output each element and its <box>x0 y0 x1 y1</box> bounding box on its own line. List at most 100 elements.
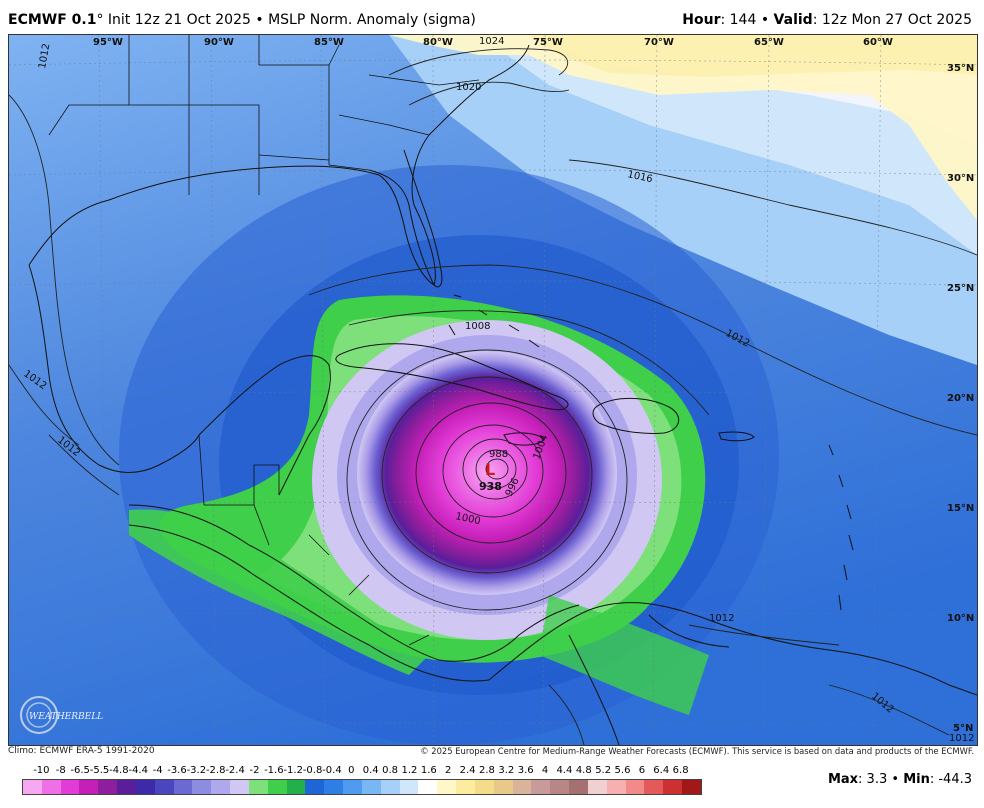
max-value: : 3.3 • <box>858 772 900 787</box>
legend-swatch <box>173 780 193 794</box>
legend-swatch <box>361 780 381 794</box>
lon-label-80w: 80°W <box>423 37 453 48</box>
legend-swatch <box>531 780 551 794</box>
map-svg: 1024 1020 1016 1012 1012 1012 1012 1012 … <box>9 35 977 745</box>
legend-swatch <box>23 780 42 794</box>
legend-swatch <box>399 780 419 794</box>
lat-label-30n: 30°N <box>947 173 974 184</box>
legend-swatch <box>644 780 664 794</box>
legend-swatch <box>60 780 80 794</box>
lon-label-70w: 70°W <box>644 37 674 48</box>
legend-tick-label: -2.8 <box>205 765 226 776</box>
lat-label-20n: 20°N <box>947 393 974 404</box>
legend-tick-label: -2 <box>249 765 260 776</box>
model-name: ECMWF 0.1 <box>8 12 97 28</box>
legend-swatch <box>117 780 136 794</box>
hour-label: Hour <box>682 12 721 28</box>
valid-value: : 12z Mon 27 Oct 2025 <box>812 12 972 28</box>
legend-tick-label: -4.8 <box>109 765 129 776</box>
isobar-label-1012-nw: 1012 <box>37 43 52 70</box>
init-time: Init 12z 21 Oct 2025 <box>107 12 251 28</box>
lat-label-10n: 10°N <box>947 613 974 624</box>
title-right: Hour: 144 • Valid: 12z Mon 27 Oct 2025 <box>682 12 972 28</box>
legend-swatch <box>587 780 607 794</box>
lat-label-5n: 5°N <box>953 723 973 734</box>
min-label: Min <box>903 772 930 787</box>
lon-label-90w: 90°W <box>204 37 234 48</box>
legend-tick-label: 5.6 <box>614 765 631 776</box>
coastlines <box>28 44 977 745</box>
lat-label-25n: 25°N <box>947 283 974 294</box>
legend-tick-label: -6.5 <box>70 765 90 776</box>
legend-tick-label: 4.4 <box>556 765 573 776</box>
climo-credit: Climo: ECMWF ERA-5 1991-2020 <box>8 746 155 756</box>
legend-swatch <box>493 780 513 794</box>
legend-swatch <box>418 780 438 794</box>
legend-tick-label: -1.2 <box>283 765 303 776</box>
legend-tick-label: -3.6 <box>167 765 187 776</box>
max-min-readout: Max: 3.3 • Min: -44.3 <box>828 772 972 787</box>
header: ECMWF 0.1° Init 12z 21 Oct 2025 • MSLP N… <box>0 0 984 34</box>
anomaly-positive-yellow <box>389 35 977 220</box>
legend-tick-label: 2.4 <box>459 765 476 776</box>
legend-swatch <box>79 780 99 794</box>
legend-swatch <box>569 780 588 794</box>
isobars <box>9 48 977 745</box>
legend-swatch <box>248 780 268 794</box>
legend-tick-label: -5.5 <box>89 765 110 776</box>
max-label: Max <box>827 772 859 787</box>
lat-label-15n: 15°N <box>947 503 974 514</box>
legend-tick-label: -1.6 <box>264 765 284 776</box>
legend-tick-label: -0.8 <box>302 765 323 776</box>
legend-tick-label: 0.8 <box>382 765 398 776</box>
legend-swatch <box>606 780 626 794</box>
isobar-label-988: 988 <box>489 449 508 460</box>
lon-label-85w: 85°W <box>314 37 344 48</box>
graticule <box>9 35 977 745</box>
legend-swatch <box>512 780 532 794</box>
legend-swatch <box>192 780 212 794</box>
legend-swatch <box>98 780 118 794</box>
legend-swatch <box>211 780 231 794</box>
logo-text: WEATHERBELL <box>29 712 103 722</box>
title-separator-2: • <box>760 12 770 28</box>
legend-swatch <box>550 780 570 794</box>
anomaly-positive-yellow-2 <box>529 35 977 77</box>
isobar-label-1000: 1000 <box>454 511 481 527</box>
legend-tick-label: -0.4 <box>322 765 342 776</box>
legend-swatch <box>154 780 174 794</box>
legend-tick-label: -2.4 <box>225 765 245 776</box>
legend-swatch <box>230 780 249 794</box>
legend-tick-label: -4.4 <box>128 765 148 776</box>
legend-tick-label: 4 <box>541 765 549 776</box>
legend-swatch <box>267 780 287 794</box>
isobar-label-1012-south: 1012 <box>709 613 734 624</box>
legend-swatch <box>135 780 155 794</box>
legend-tick-label: 6.8 <box>672 765 689 776</box>
legend-tick-label: 0.4 <box>362 765 379 776</box>
legend-swatch <box>286 780 306 794</box>
legend-tick-label: -4 <box>152 765 163 776</box>
isobar-label-1020: 1020 <box>456 82 481 93</box>
legend-tick-label: -10 <box>33 765 50 776</box>
title-separator: • <box>255 12 264 28</box>
low-pressure-symbol: L <box>485 460 495 479</box>
legend-tick-label: 0 <box>348 765 355 776</box>
legend-tick-label: 5.2 <box>595 765 612 776</box>
legend-swatch <box>324 780 344 794</box>
title-left: ECMWF 0.1° Init 12z 21 Oct 2025 • MSLP N… <box>8 12 476 28</box>
legend-tick-label: 6 <box>638 765 646 776</box>
isobar-label-1016: 1016 <box>626 169 653 185</box>
anomaly-south-green <box>539 595 709 715</box>
legend-swatch <box>437 780 457 794</box>
degree-symbol: ° <box>96 12 104 28</box>
legend-tick-label: 1.2 <box>401 765 418 776</box>
lon-label-75w: 75°W <box>533 37 563 48</box>
min-value: : -44.3 <box>929 772 972 787</box>
map-panel[interactable]: 1024 1020 1016 1012 1012 1012 1012 1012 … <box>8 34 978 746</box>
legend-swatch <box>681 780 701 794</box>
political-borders <box>48 35 480 646</box>
legend-swatch <box>456 780 475 794</box>
legend-tick-label: 2 <box>444 765 452 776</box>
legend-swatch <box>380 780 400 794</box>
